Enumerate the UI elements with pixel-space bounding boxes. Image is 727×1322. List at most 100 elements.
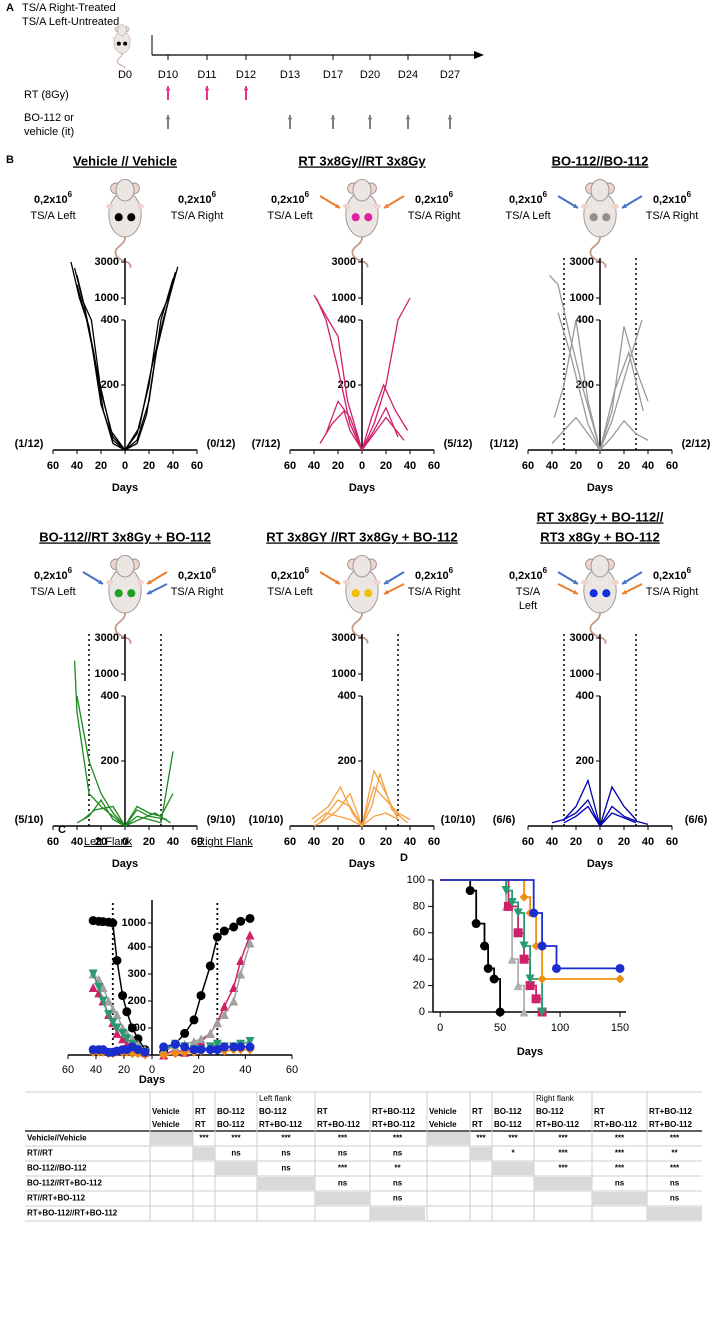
growth-curve [599, 319, 643, 451]
growth-curve [361, 771, 409, 827]
mouse-head [352, 178, 372, 202]
treatment-arrow-head [622, 203, 627, 208]
x-tick-label: 40 [546, 460, 558, 472]
y-tick-label: 40 [413, 953, 425, 965]
marker [88, 969, 98, 979]
diagonal-cell [492, 1162, 534, 1175]
x-tick-label: 0 [437, 1022, 443, 1034]
dose-exp: 6 [68, 566, 73, 575]
dose-base: 0,2x10 [509, 570, 543, 582]
bo-arrow [405, 115, 411, 129]
side-label: TS/A Right [171, 586, 224, 598]
marker [525, 974, 535, 984]
x-tick-label: 0 [122, 836, 128, 848]
side-label: TS/A Right [408, 210, 461, 222]
mouse-paw [112, 36, 117, 40]
mouse-paw [581, 579, 589, 586]
marker [525, 981, 535, 991]
panel-title: BO-112//RT 3x8Gy + BO-112 [39, 529, 211, 544]
column-header: RT+BO-112 [259, 1120, 302, 1129]
marker [219, 1001, 229, 1011]
row-label: RT//RT [27, 1149, 53, 1158]
diagonal-cell [215, 1162, 257, 1175]
growth-curve [313, 812, 363, 827]
significance: *** [558, 1149, 568, 1158]
y-tick-label: 1000 [332, 292, 356, 304]
bo-arrow [165, 115, 171, 129]
significance: *** [670, 1134, 680, 1143]
column-header: RT [317, 1107, 328, 1116]
x-tick-label: 40 [642, 460, 654, 472]
diagonal-cell [427, 1132, 470, 1145]
x-tick-label: 60 [191, 836, 203, 848]
x-tick-label: 0 [122, 460, 128, 472]
dose-exp: 6 [543, 190, 548, 199]
marker [229, 922, 239, 932]
bo-arrow [367, 115, 373, 129]
legend-text: TS/A Left-Untreated [22, 16, 119, 28]
y-tick-label: 200 [576, 379, 594, 391]
rt-arrow-head [243, 86, 249, 91]
cell-dose: 0,2x106 [271, 566, 310, 582]
y-tick-label: 100 [407, 874, 425, 886]
y-tick-label: 400 [101, 690, 119, 702]
marker [112, 1023, 122, 1033]
marker [480, 941, 490, 951]
significance: ns [281, 1149, 291, 1158]
treatment-arrow [557, 583, 579, 595]
significance: *** [615, 1164, 625, 1173]
significance: ns [231, 1149, 241, 1158]
growth-curve [551, 416, 601, 451]
mouse-paw [373, 203, 381, 210]
significance: ns [393, 1149, 403, 1158]
treatment-arrow [621, 195, 643, 209]
x-axis-title: Days [517, 1046, 543, 1058]
significance: ns [338, 1179, 348, 1188]
bo-arrow-head [447, 115, 453, 120]
mouse-head [590, 178, 610, 202]
growth-curve [124, 793, 174, 827]
marker [118, 991, 128, 1001]
diagonal-cell [592, 1192, 647, 1205]
dose-exp: 6 [305, 566, 310, 575]
y-tick-label: 20 [413, 980, 425, 992]
significance: ns [670, 1179, 680, 1188]
score: (5/12) [444, 438, 473, 450]
cell-dose: 0,2x106 [178, 566, 217, 582]
marker [537, 941, 547, 951]
growth-curve [599, 812, 637, 827]
panel-title: BO-112//BO-112 [552, 153, 649, 168]
mouse-paw [373, 579, 381, 586]
panel-title: Vehicle // Vehicle [73, 153, 177, 168]
side-label: TS/A Left [30, 210, 75, 222]
marker [229, 996, 239, 1006]
dose-base: 0,2x10 [415, 570, 449, 582]
growth-curve [599, 805, 649, 827]
column-header: BO-112 [536, 1107, 564, 1116]
marker [170, 1039, 180, 1049]
bo-arrow-head [165, 115, 171, 120]
side-label: TS/A Right [408, 586, 461, 598]
marker [140, 1047, 150, 1057]
x-tick-label: 60 [522, 460, 534, 472]
growth-curve [563, 778, 601, 827]
significance: ns [281, 1164, 291, 1173]
panel-title: RT3 x8Gy + BO-112 [540, 529, 660, 544]
marker [118, 1034, 128, 1044]
x-tick-label: 60 [428, 836, 440, 848]
tumor-dot [351, 213, 360, 222]
marker [236, 969, 246, 979]
tumor-dot [114, 213, 123, 222]
marker [88, 916, 98, 926]
y-tick-label: 400 [101, 314, 119, 326]
day-label: D27 [440, 69, 460, 81]
side-label: TS/A Right [646, 210, 699, 222]
marker [88, 1045, 98, 1055]
tumor-dot [123, 41, 128, 46]
dose-base: 0,2x10 [34, 570, 68, 582]
growth-curve [361, 416, 405, 451]
y-tick-label: 400 [338, 314, 356, 326]
mouse-tail [351, 235, 369, 268]
score: (1/12) [490, 438, 519, 450]
x-tick-label: 20 [118, 1064, 130, 1076]
